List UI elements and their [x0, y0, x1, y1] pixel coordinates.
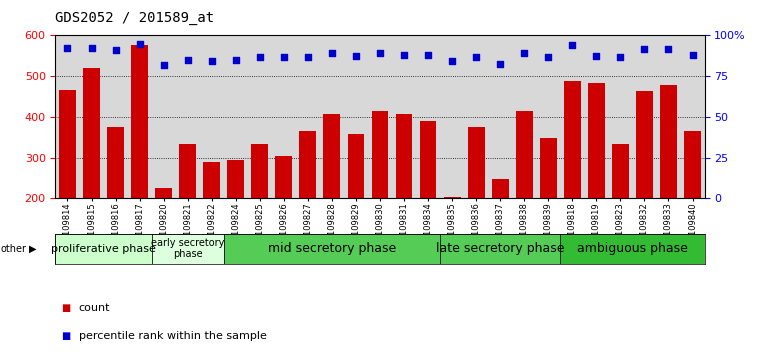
Bar	[179, 144, 196, 198]
Bar	[440, 234, 561, 264]
Bar	[227, 160, 244, 198]
Point	[229, 57, 242, 63]
Bar	[55, 234, 152, 264]
Bar	[561, 234, 705, 264]
Point	[85, 45, 98, 50]
Bar	[107, 127, 124, 198]
Text: count: count	[79, 303, 110, 313]
Point	[494, 61, 507, 67]
Bar	[564, 81, 581, 198]
Point	[470, 54, 482, 60]
Point	[133, 41, 146, 47]
Bar	[372, 111, 388, 198]
Bar	[59, 90, 76, 198]
Point	[62, 45, 74, 50]
Bar	[156, 188, 172, 198]
Bar	[224, 234, 440, 264]
Bar	[588, 82, 604, 198]
Point	[638, 46, 651, 52]
Point	[662, 46, 675, 52]
Point	[182, 57, 194, 63]
Point	[614, 54, 627, 60]
Bar	[203, 162, 220, 198]
Bar	[540, 138, 557, 198]
Point	[326, 50, 338, 56]
Point	[446, 58, 458, 64]
Bar	[660, 85, 677, 198]
Bar	[684, 131, 701, 198]
Point	[518, 50, 531, 56]
Point	[253, 54, 266, 60]
Bar	[323, 114, 340, 198]
Point	[157, 62, 169, 68]
Text: late secretory phase: late secretory phase	[436, 242, 564, 255]
Bar	[251, 144, 268, 198]
Point	[109, 48, 122, 53]
Text: other: other	[1, 244, 27, 254]
Point	[422, 52, 434, 57]
Bar	[612, 144, 629, 198]
Text: proliferative phase: proliferative phase	[51, 244, 156, 254]
Text: mid secretory phase: mid secretory phase	[268, 242, 396, 255]
Bar	[467, 127, 484, 198]
Point	[206, 58, 218, 64]
Point	[566, 42, 578, 47]
Point	[590, 53, 602, 58]
Text: ambiguous phase: ambiguous phase	[577, 242, 688, 255]
Point	[686, 52, 698, 57]
Point	[542, 54, 554, 60]
Bar	[276, 156, 293, 198]
Bar	[396, 114, 413, 198]
Bar	[131, 45, 148, 198]
Text: early secretory
phase: early secretory phase	[151, 238, 224, 259]
Point	[374, 50, 387, 56]
Text: ■: ■	[62, 303, 71, 313]
Bar	[420, 121, 437, 198]
Bar	[83, 68, 100, 198]
Text: ▶: ▶	[29, 244, 37, 254]
Bar	[516, 111, 533, 198]
Text: percentile rank within the sample: percentile rank within the sample	[79, 331, 266, 341]
Point	[278, 54, 290, 60]
Text: GDS2052 / 201589_at: GDS2052 / 201589_at	[55, 11, 215, 25]
Text: ■: ■	[62, 331, 71, 341]
Point	[302, 54, 314, 60]
Bar	[347, 134, 364, 198]
Bar	[152, 234, 224, 264]
Point	[350, 53, 362, 58]
Bar	[636, 91, 653, 198]
Point	[398, 52, 410, 57]
Bar	[300, 131, 316, 198]
Bar	[492, 179, 509, 198]
